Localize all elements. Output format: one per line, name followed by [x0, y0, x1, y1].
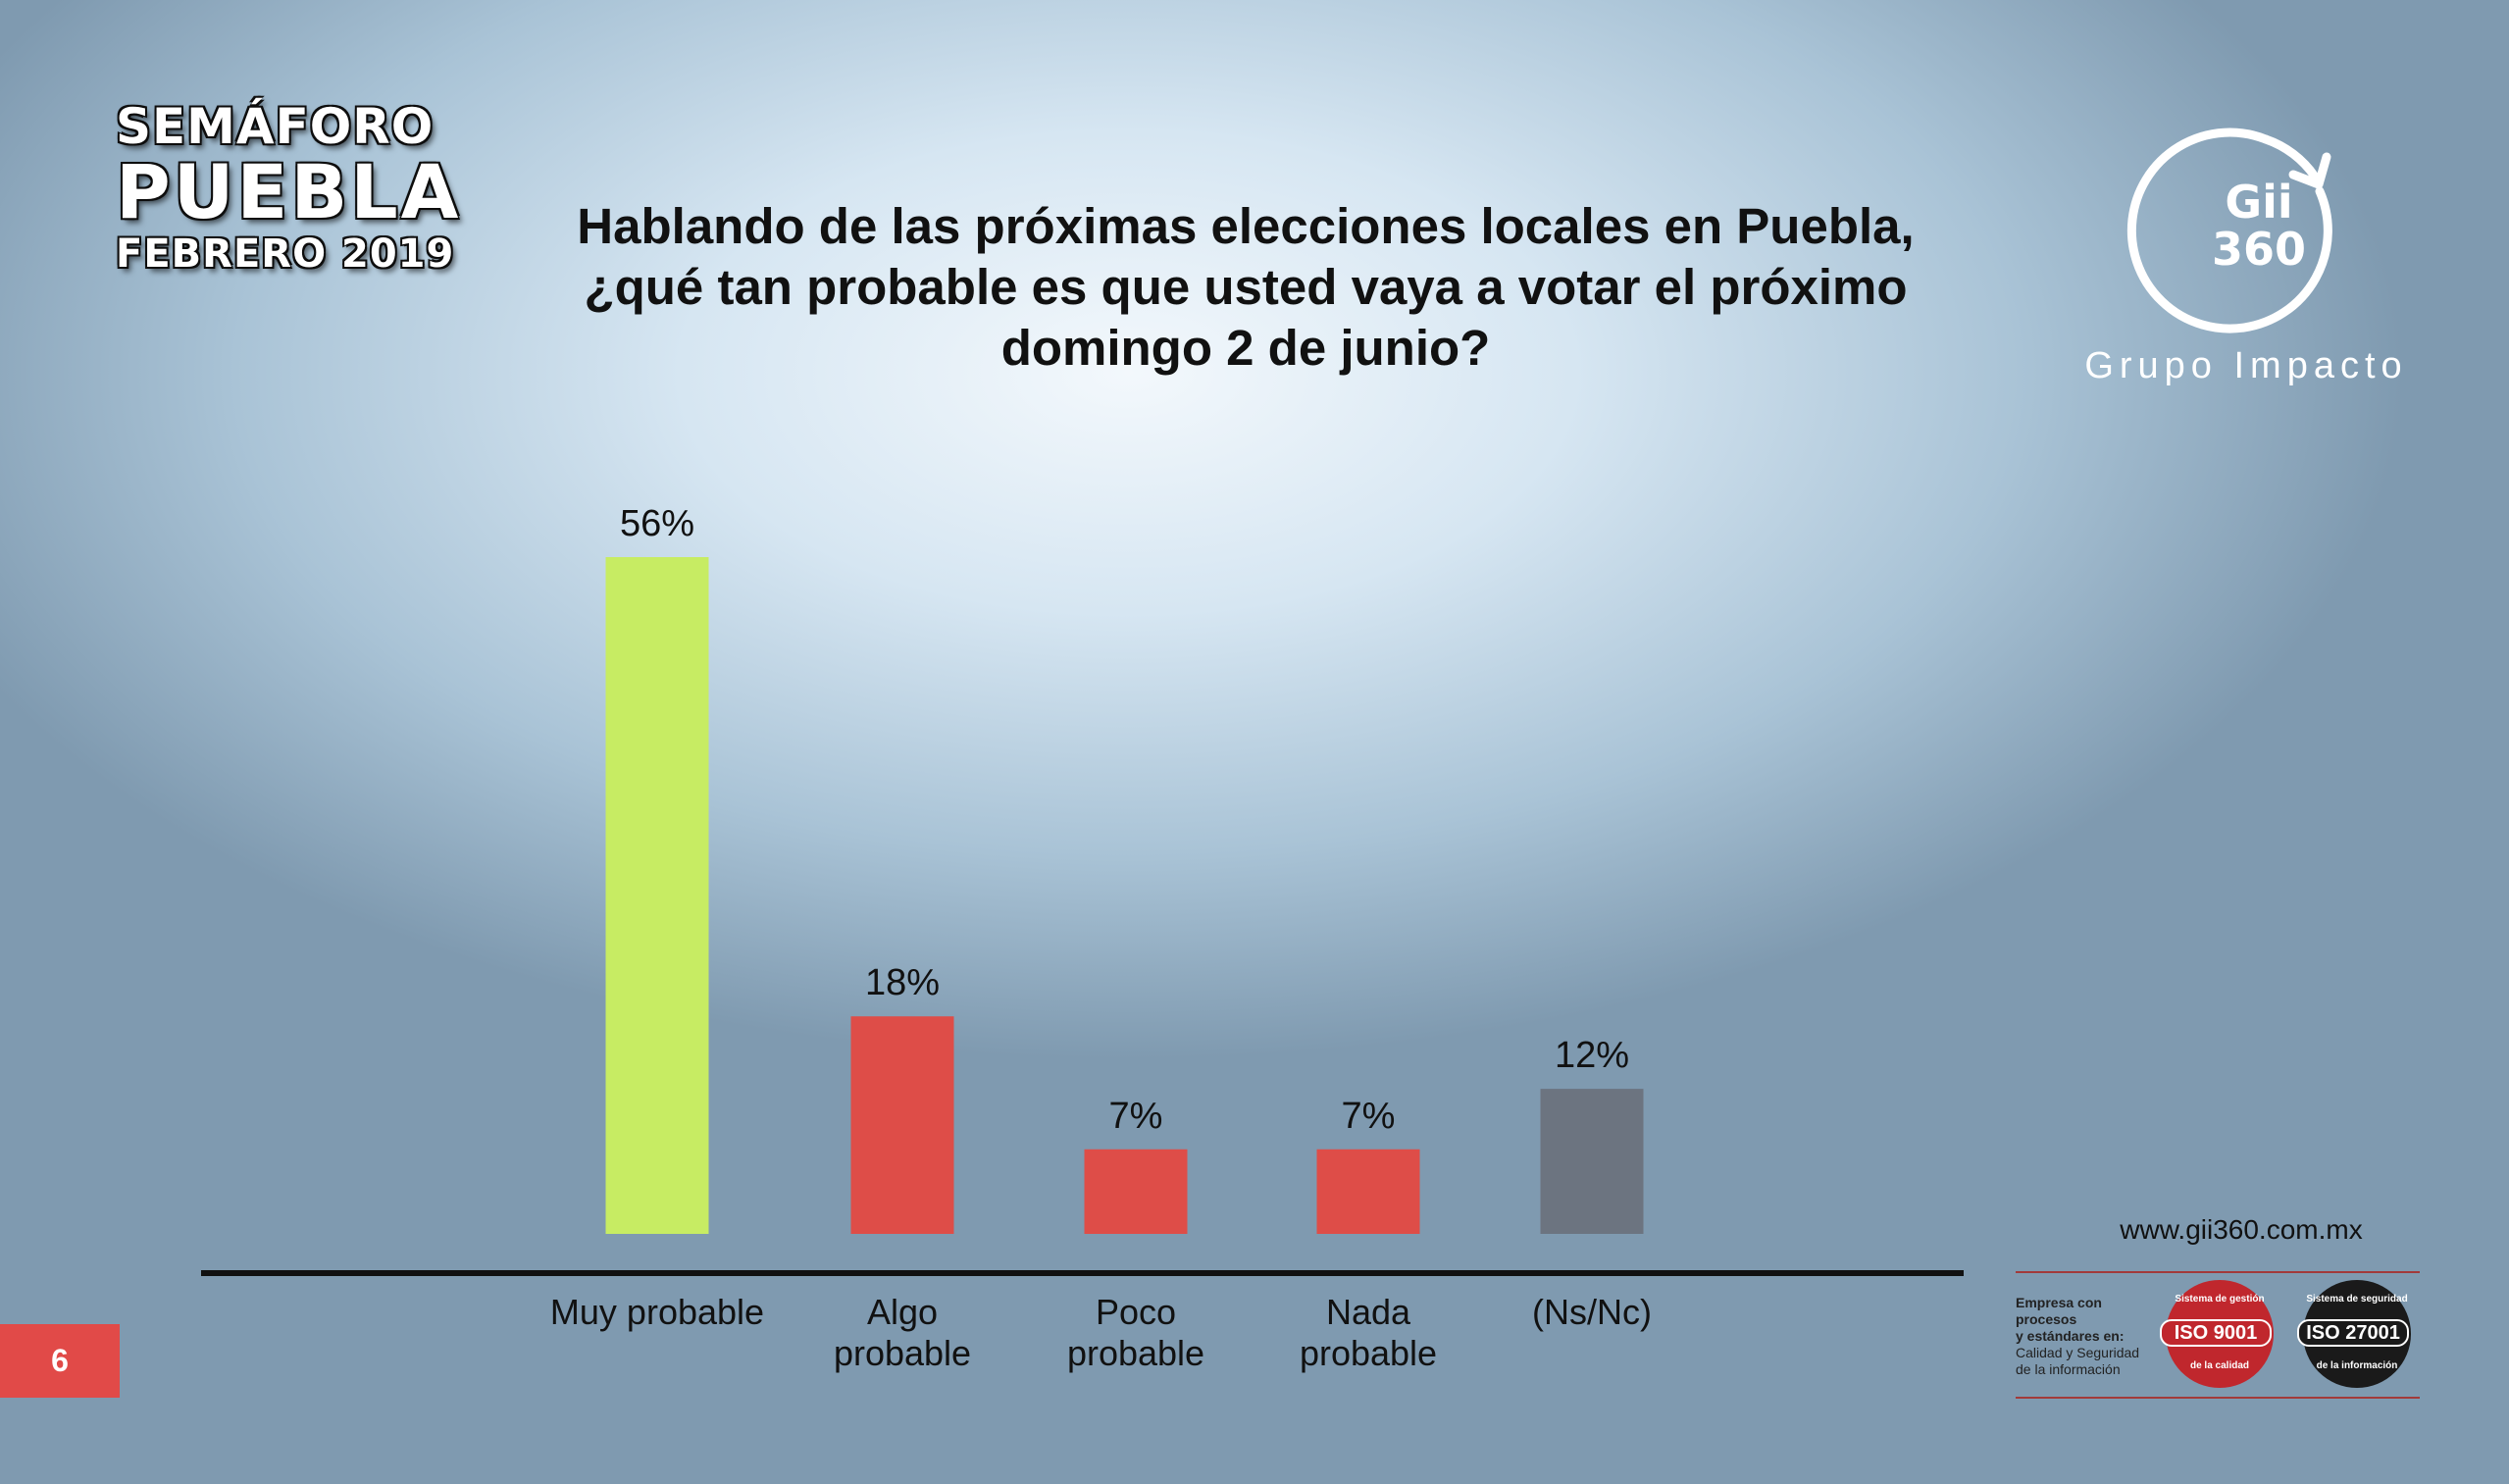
logo-mark-text: Gii 360	[2200, 179, 2318, 273]
circular-arrow-icon	[2126, 128, 2332, 333]
iso-27001-seal: Sistema de seguridad ISO 27001 de la inf…	[2297, 1280, 2411, 1388]
category-label-5: (Ns/Nc)	[1532, 1292, 1652, 1332]
bar-4	[1316, 1149, 1420, 1234]
iso-27001-top-text: Sistema de seguridad	[2306, 1294, 2408, 1305]
data-label-4: 7%	[1342, 1096, 1396, 1137]
semaforo-brand: SEMÁFORO PUEBLA FEBRERO 2019	[116, 98, 462, 279]
category-label-1: Muy probable	[550, 1292, 764, 1332]
brand-line-1: SEMÁFORO	[116, 98, 435, 155]
logo-mark-line-2: 360	[2211, 223, 2307, 276]
data-label-2: 18%	[865, 962, 940, 1003]
cert-text-2: de la información	[2016, 1361, 2121, 1377]
category-label-3-line-1: Poco	[1096, 1292, 1176, 1332]
data-label-3: 7%	[1109, 1096, 1163, 1137]
certification-text: Empresa con procesos y estándares en: Ca…	[2016, 1295, 2163, 1378]
cert-bold-2: y estándares en:	[2016, 1328, 2125, 1344]
title-line-2: ¿qué tan probable es que usted vaya a vo…	[584, 259, 1908, 315]
data-label-5: 12%	[1555, 1035, 1629, 1076]
brand-line-2: PUEBLA	[116, 148, 462, 235]
divider-top	[2016, 1271, 2420, 1273]
category-label-4-line-2: probable	[1300, 1333, 1437, 1373]
cert-text-1: Calidad y Seguridad	[2016, 1345, 2140, 1360]
iso-9001-top-text: Sistema de gestión	[2175, 1294, 2265, 1305]
page-number: 6	[0, 1324, 120, 1398]
iso-9001-label: ISO 9001	[2160, 1319, 2272, 1347]
logo-mark-line-1: Gii	[2225, 176, 2293, 229]
grupo-impacto-logo: Gii 360 Grupo Impacto	[2040, 118, 2452, 402]
divider-bottom	[2016, 1397, 2420, 1399]
category-label-2: Algo probable	[834, 1292, 971, 1373]
iso-27001-label: ISO 27001	[2297, 1319, 2409, 1347]
website-link[interactable]: www.gii360.com.mx	[2120, 1214, 2363, 1245]
title-line-1: Hablando de las próximas elecciones loca…	[577, 198, 1915, 254]
category-label-4: Nada probable	[1300, 1292, 1437, 1373]
category-label-2-line-2: probable	[834, 1333, 971, 1373]
bar-1	[605, 557, 709, 1234]
chart-title: Hablando de las próximas elecciones loca…	[549, 196, 1942, 379]
category-label-5-line-1: (Ns/Nc)	[1532, 1292, 1652, 1332]
logo-name: Grupo Impacto	[2084, 345, 2408, 386]
category-label-1-line-1: Muy probable	[550, 1292, 764, 1332]
iso-9001-seal: Sistema de gestión ISO 9001 de la calida…	[2160, 1280, 2274, 1388]
cert-bold-1: Empresa con procesos	[2016, 1295, 2102, 1327]
iso-27001-bottom-text: de la información	[2316, 1360, 2398, 1371]
category-label-3: Poco probable	[1067, 1292, 1204, 1373]
data-label-1: 56%	[620, 503, 694, 544]
bar-2	[850, 1016, 954, 1234]
title-line-3: domingo 2 de junio?	[1000, 320, 1491, 376]
iso-9001-bottom-text: de la calidad	[2189, 1360, 2250, 1371]
bar-3	[1084, 1149, 1188, 1234]
category-label-3-line-2: probable	[1067, 1333, 1204, 1373]
category-label-2-line-1: Algo	[867, 1292, 938, 1332]
bar-5	[1540, 1089, 1644, 1234]
brand-line-3: FEBRERO 2019	[116, 231, 455, 277]
category-label-4-line-1: Nada	[1326, 1292, 1411, 1332]
